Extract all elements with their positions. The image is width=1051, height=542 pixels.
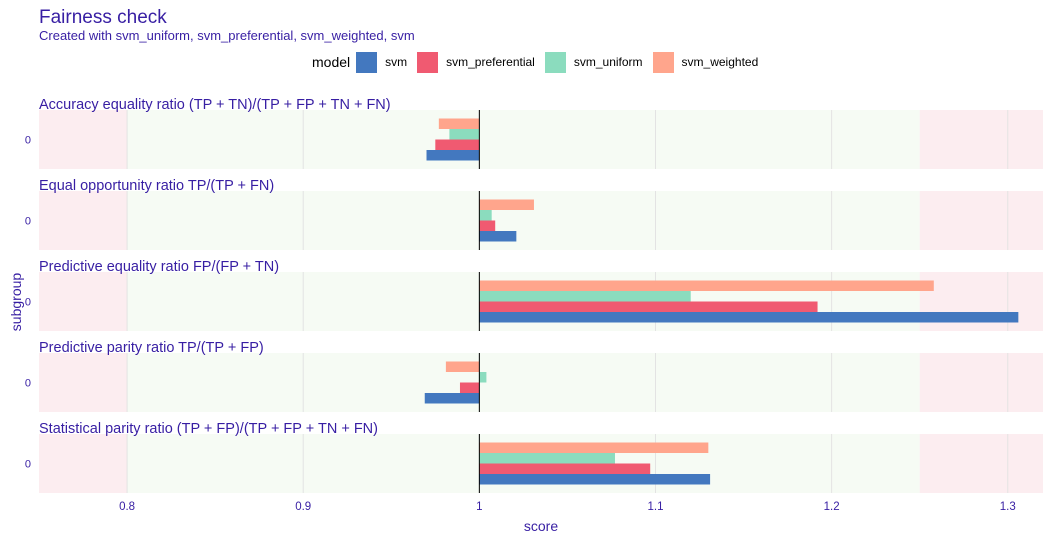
subgroup-tick-label: 0 [25,135,31,147]
panel-predictive-equality-ratio: Predictive equality ratio FP/(FP + TN) 0 [25,259,1043,331]
panel-formula-label: TP/(TP + FP) [174,340,263,356]
panel-metric-label: Equal opportunity ratio [39,178,184,194]
panel-accuracy-equality-ratio: Accuracy equality ratio (TP + TN)/(TP + … [25,97,1043,169]
panel-title: Statistical parity ratio (TP + FP)/(TP +… [39,421,378,437]
bar-svm-uniform [479,372,487,383]
panel-title: Predictive equality ratio FP/(FP + TN) [39,259,279,275]
legend-label-svm-uniform: svm_uniform [573,55,643,69]
legend-key-svm-preferential [417,51,439,73]
panel-title: Equal opportunity ratio TP/(TP + FN) [39,178,274,194]
unfair-zone-left [39,434,128,493]
fair-zone [127,353,920,412]
panel-formula-label: (TP + FP)/(TP + FP + TN + FN) [173,421,378,437]
bar-svm-uniform [479,210,492,221]
panel-statistical-parity-ratio: Statistical parity ratio (TP + FP)/(TP +… [25,421,1043,493]
unfair-zone-right [919,191,1043,250]
fair-zone [127,110,920,169]
x-tick-label: 0.9 [295,501,311,513]
subgroup-tick-label: 0 [25,216,31,228]
bar-svm-preferential [479,463,651,474]
x-tick-label: 1.1 [647,501,663,513]
panel-metric-label: Accuracy equality ratio [39,97,185,113]
unfair-zone-right [919,434,1043,493]
legend-item-svm-preferential: svm_preferential [417,51,535,73]
legend-label-svm-weighted: svm_weighted [681,55,759,69]
panel-metric-label: Statistical parity ratio [39,421,173,437]
panel-equal-opportunity-ratio: Equal opportunity ratio TP/(TP + FN) 0 [25,178,1043,250]
bar-svm-weighted [479,280,934,291]
legend-key-svm [356,51,378,73]
bar-svm-preferential [479,301,818,312]
legend-item-svm-weighted: svm_weighted [652,51,759,73]
chart-title: Fairness check [39,7,167,28]
unfair-zone-left [39,272,128,331]
bar-svm-uniform [479,291,691,302]
legend-title: model [312,54,351,70]
panel-metric-label: Predictive equality ratio [39,259,189,275]
bar-svm-uniform [479,453,615,464]
legend-label-svm: svm [385,55,408,69]
bar-svm [426,150,480,161]
panel-formula-label: TP/(TP + FN) [184,178,274,194]
bar-svm-weighted [479,442,709,453]
x-tick-label: 1.3 [1000,501,1016,513]
bar-svm-preferential [435,139,480,150]
bar-svm-uniform [449,129,480,140]
subgroup-tick-label: 0 [25,297,31,309]
bar-svm-weighted [445,361,480,372]
x-tick-label: 1 [476,501,482,513]
subgroup-tick-label: 0 [25,459,31,471]
panel-predictive-parity-ratio: Predictive parity ratio TP/(TP + FP) 0 [25,340,1043,412]
legend: model svm svm_preferential svm_uniform s… [312,49,768,75]
unfair-zone-left [39,110,128,169]
unfair-zone-left [39,353,128,412]
panel-title: Accuracy equality ratio (TP + TN)/(TP + … [39,97,391,113]
bar-svm [479,231,517,242]
panel-metric-label: Predictive parity ratio [39,340,174,356]
unfair-zone-right [919,353,1043,412]
bar-svm [479,474,711,485]
legend-label-svm-preferential: svm_preferential [446,55,535,69]
bar-svm-weighted [479,199,534,210]
x-axis-title: score [524,518,558,534]
legend-item-svm: svm [356,51,408,73]
bar-svm-preferential [459,382,480,393]
bar-svm-preferential [479,220,496,231]
panel-title: Predictive parity ratio TP/(TP + FP) [39,340,264,356]
subgroup-tick-label: 0 [25,378,31,390]
unfair-zone-left [39,191,128,250]
legend-item-svm-uniform: svm_uniform [544,51,643,73]
chart-subtitle: Created with svm_uniform, svm_preferenti… [39,28,415,43]
y-axis-title: subgroup [8,273,24,332]
legend-key-svm-uniform [544,51,566,73]
panel-formula-label: (TP + TN)/(TP + FP + TN + FN) [185,97,391,113]
unfair-zone-right [919,110,1043,169]
legend-key-svm-weighted [652,51,674,73]
bar-svm [424,393,480,404]
bar-svm-weighted [438,118,480,129]
panel-formula-label: FP/(FP + TN) [189,259,279,275]
x-tick-label: 1.2 [824,501,840,513]
bar-svm [479,312,1019,323]
x-tick-label: 0.8 [119,501,135,513]
